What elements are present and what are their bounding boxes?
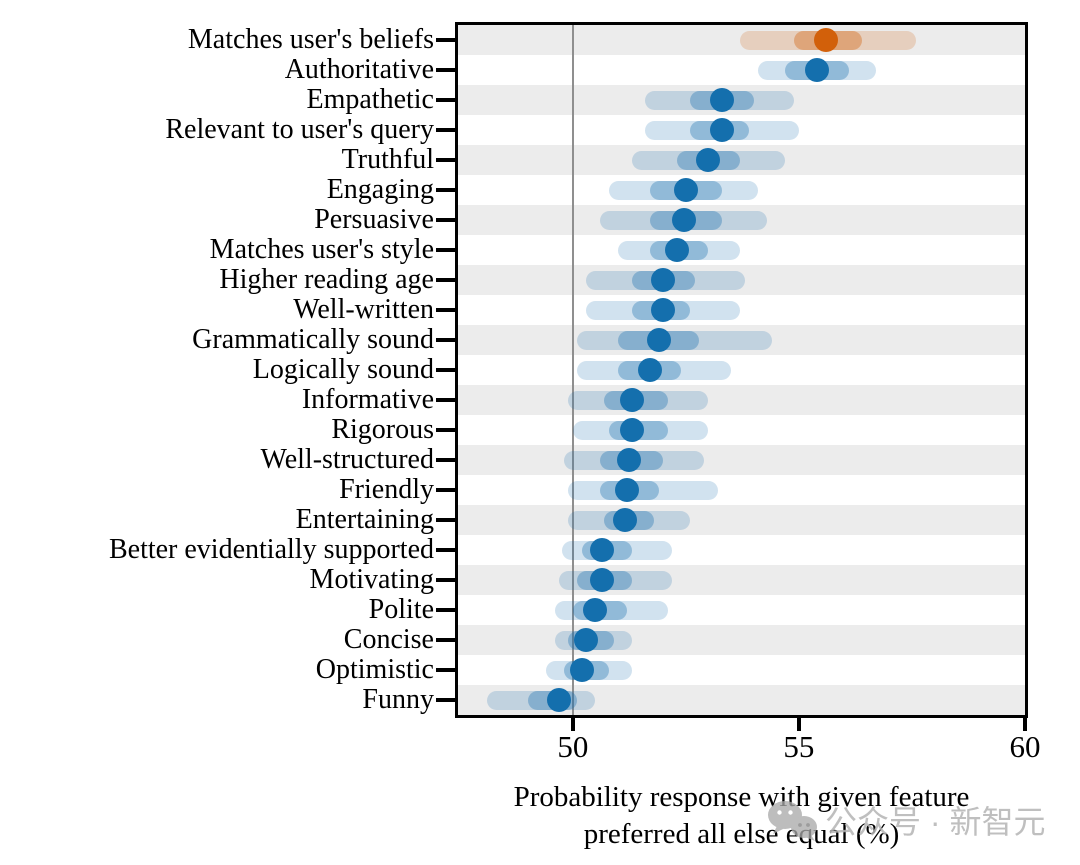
y-tick: [436, 38, 458, 42]
y-tick: [436, 578, 458, 582]
y-tick: [436, 638, 458, 642]
y-tick: [436, 488, 458, 492]
category-label: Logically sound: [252, 354, 434, 385]
data-point-dot: [814, 28, 839, 52]
y-tick: [436, 608, 458, 612]
category-label: Relevant to user's query: [165, 114, 434, 145]
category-label: Better evidentially supported: [108, 534, 434, 565]
data-point-dot: [619, 388, 644, 412]
row-stripe: [458, 25, 1025, 55]
x-axis-title: Probability response with given feature …: [458, 779, 1025, 853]
data-point-dot: [710, 118, 735, 142]
x-tick: [796, 716, 801, 731]
row-stripe: [458, 625, 1025, 655]
row-stripe: [458, 565, 1025, 595]
y-tick: [436, 368, 458, 372]
category-label: Matches user's beliefs: [187, 24, 434, 55]
data-point-dot: [615, 478, 640, 502]
row-stripe: [458, 265, 1025, 295]
data-point-dot: [646, 328, 671, 352]
category-label: Matches user's style: [209, 234, 434, 265]
category-label: Grammatically sound: [192, 324, 434, 355]
ci-band-outer: [554, 600, 668, 620]
category-label: Well-structured: [260, 444, 434, 475]
row-stripe: [458, 205, 1025, 235]
data-point-dot: [612, 508, 637, 532]
y-tick: [436, 338, 458, 342]
ci-band-outer: [568, 480, 718, 500]
y-tick: [436, 278, 458, 282]
data-point-dot: [671, 208, 696, 232]
category-label: Higher reading age: [219, 264, 434, 295]
category-label: Motivating: [309, 564, 434, 595]
y-tick: [436, 548, 458, 552]
category-label: Friendly: [339, 474, 434, 505]
category-label: Entertaining: [295, 504, 434, 535]
data-point-dot: [805, 58, 829, 82]
row-stripe: [458, 385, 1025, 415]
x-tick-label: 50: [557, 729, 589, 764]
data-point-dot: [574, 628, 599, 652]
category-label: Persuasive: [314, 204, 434, 235]
y-tick: [436, 218, 458, 222]
row-stripe: [458, 505, 1025, 535]
data-point-dot: [664, 238, 689, 262]
y-tick: [436, 458, 458, 462]
x-axis-title-line1: Probability response with given feature: [513, 781, 970, 813]
category-label: Polite: [368, 594, 434, 625]
y-tick: [436, 158, 458, 162]
y-tick: [436, 248, 458, 252]
category-label: Well-written: [293, 294, 434, 325]
y-tick: [436, 98, 458, 102]
data-point-dot: [590, 538, 615, 562]
data-point-dot: [651, 268, 676, 292]
x-tick: [570, 716, 575, 731]
ci-band-outer: [561, 540, 673, 560]
category-label: Optimistic: [315, 654, 434, 685]
x-tick-label: 55: [783, 729, 815, 764]
y-tick: [436, 128, 458, 132]
plot-area: [455, 22, 1028, 718]
ci-band-outer: [559, 570, 673, 590]
data-point-dot: [673, 178, 698, 202]
y-tick: [436, 398, 458, 402]
category-label: Funny: [362, 684, 434, 715]
category-label: Truthful: [341, 144, 434, 175]
data-point-dot: [617, 448, 642, 472]
data-point-dot: [583, 598, 608, 622]
category-label: Engaging: [326, 174, 434, 205]
data-point-dot: [590, 568, 615, 592]
x-axis-title-line2: preferred all else equal (%): [583, 818, 900, 850]
y-tick: [436, 188, 458, 192]
row-stripe: [458, 325, 1025, 355]
data-point-dot: [710, 88, 735, 112]
category-label: Rigorous: [331, 414, 434, 445]
data-point-dot: [696, 148, 721, 172]
data-point-dot: [547, 688, 572, 712]
category-label: Informative: [301, 384, 434, 415]
y-tick: [436, 698, 458, 702]
category-label: Authoritative: [284, 54, 434, 85]
y-tick: [436, 308, 458, 312]
category-label: Concise: [343, 624, 434, 655]
data-point-dot: [569, 658, 594, 682]
x-tick-label: 60: [1009, 729, 1041, 764]
data-point-dot: [637, 358, 662, 382]
y-tick: [436, 518, 458, 522]
ci-band-outer: [577, 330, 772, 350]
y-tick: [436, 428, 458, 432]
row-stripe: [458, 445, 1025, 475]
data-point-dot: [651, 298, 676, 322]
y-tick: [436, 668, 458, 672]
y-tick: [436, 68, 458, 72]
reference-line: [571, 25, 574, 715]
row-stripe: [458, 145, 1025, 175]
row-stripe: [458, 85, 1025, 115]
data-point-dot: [619, 418, 644, 442]
category-label: Empathetic: [306, 84, 434, 115]
x-tick: [1023, 716, 1027, 731]
